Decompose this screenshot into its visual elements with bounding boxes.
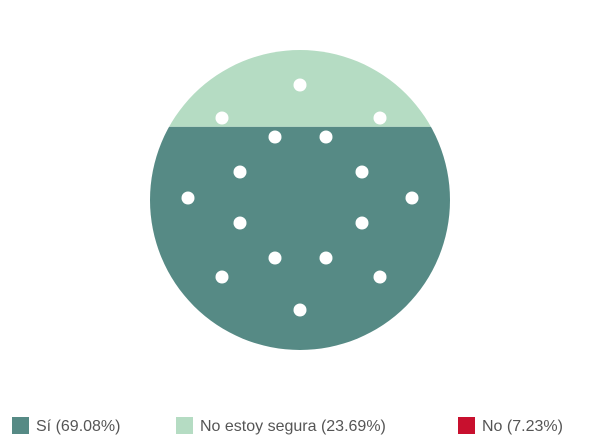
dot	[320, 131, 333, 144]
dot	[294, 79, 307, 92]
fill-segment	[104, 8, 496, 36]
dot	[234, 166, 247, 179]
dot	[356, 217, 369, 230]
dot	[269, 131, 282, 144]
dot	[182, 192, 195, 205]
legend-swatch	[176, 417, 193, 434]
dot	[374, 112, 387, 125]
legend: Sí (69.08%) No estoy segura (23.69%) No (7…	[12, 417, 563, 435]
chart: Sí (69.08%) No estoy segura (23.69%) No (7…	[0, 0, 591, 443]
dot	[234, 217, 247, 230]
legend-swatch	[12, 417, 29, 434]
dot	[374, 271, 387, 284]
dot	[216, 112, 229, 125]
legend-label: Sí (69.08%)	[36, 418, 120, 435]
dot	[406, 192, 419, 205]
legend-swatch	[458, 417, 475, 434]
dot	[356, 166, 369, 179]
dot	[269, 252, 282, 265]
legend-label: No (7.23%)	[482, 418, 563, 435]
virus	[104, 8, 496, 392]
fill-segment	[104, 127, 496, 392]
dot	[216, 271, 229, 284]
dot	[294, 304, 307, 317]
legend-label: No estoy segura (23.69%)	[200, 418, 386, 435]
dot	[320, 252, 333, 265]
